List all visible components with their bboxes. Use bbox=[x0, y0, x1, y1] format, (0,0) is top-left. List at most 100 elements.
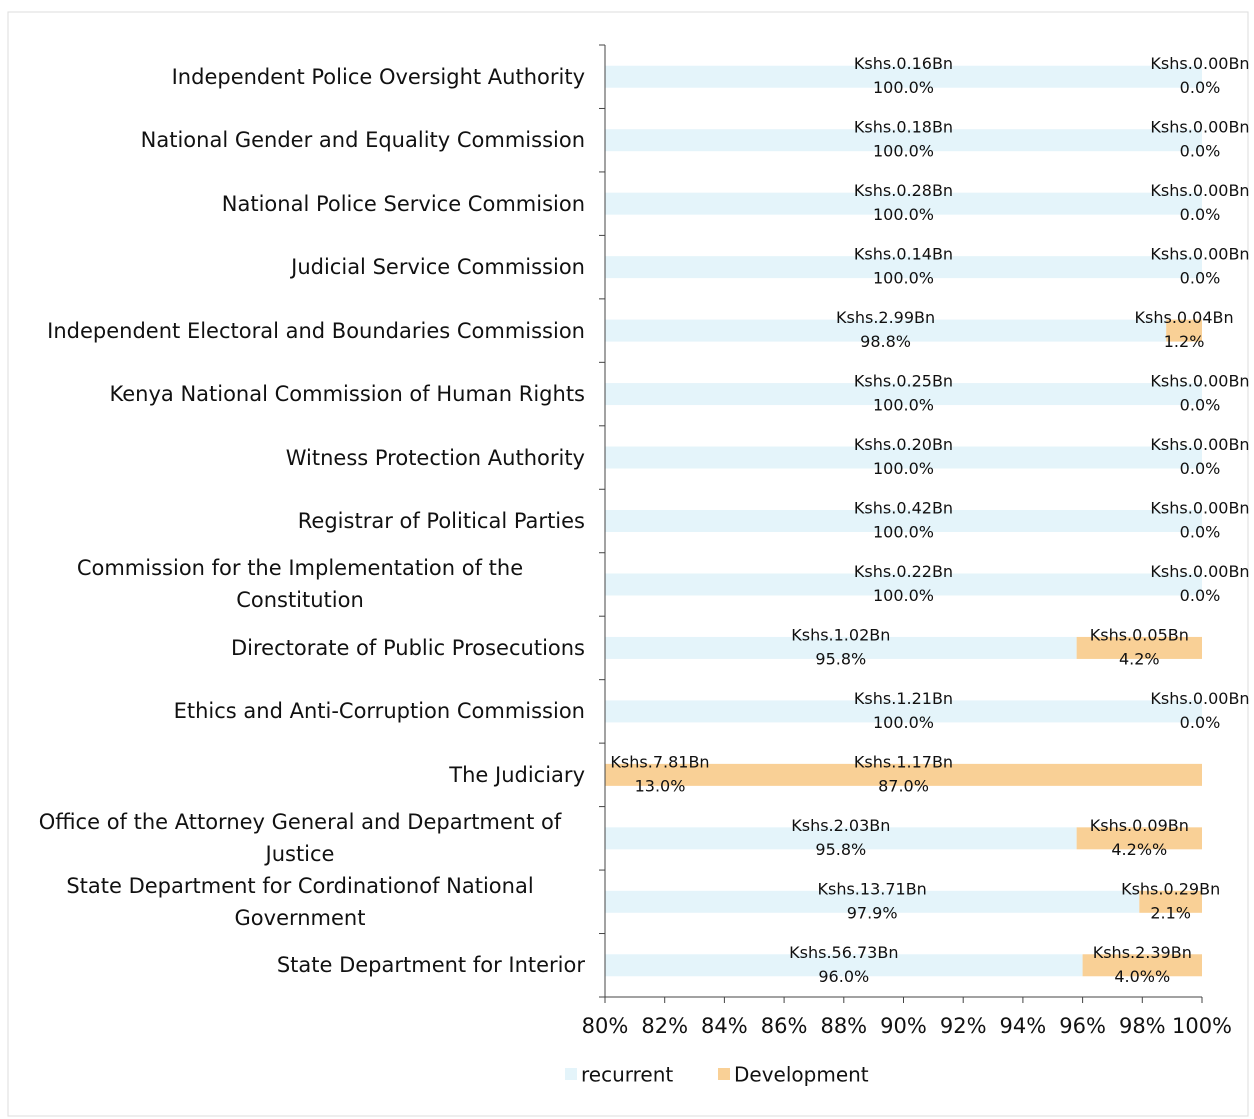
bar-segment bbox=[605, 65, 1202, 88]
value-label: 100.0% bbox=[873, 586, 934, 605]
category-text: State Department for Cordinationof Natio… bbox=[66, 873, 534, 930]
bar-segment bbox=[605, 510, 1202, 532]
x-tick-label: 100% bbox=[1172, 1014, 1232, 1038]
x-tick-label: 82% bbox=[641, 1014, 688, 1038]
category-text: Office of the Attorney General and Depar… bbox=[38, 810, 562, 867]
value-label: 95.8% bbox=[815, 840, 866, 859]
category-label: Directorate of Public Prosecutions bbox=[0, 632, 585, 664]
value-label: 0.0% bbox=[1180, 396, 1221, 415]
value-label: 100.0% bbox=[873, 78, 934, 97]
value-label: 100.0% bbox=[873, 459, 934, 478]
value-label: 13.0% bbox=[635, 776, 686, 795]
category-label: Independent Police Oversight Authority bbox=[0, 61, 585, 93]
amount-label: Kshs.7.81Bn bbox=[610, 752, 709, 771]
category-label: Independent Electoral and Boundaries Com… bbox=[0, 315, 585, 347]
bar-segment bbox=[605, 954, 1083, 977]
amount-label: Kshs.0.09Bn bbox=[1090, 816, 1189, 835]
category-label: National Gender and Equality Commission bbox=[0, 124, 585, 156]
bar-segment bbox=[605, 636, 1077, 659]
amount-label: Kshs.1.17Bn bbox=[854, 752, 953, 771]
amount-label: Kshs.2.03Bn bbox=[791, 816, 890, 835]
amount-label: Kshs.0.28Bn bbox=[854, 181, 953, 200]
value-label: 1.2% bbox=[1164, 332, 1205, 351]
legend-label: Development bbox=[734, 1063, 869, 1087]
amount-label: Kshs.0.00Bn bbox=[1150, 562, 1249, 581]
category-text: Witness Protection Authority bbox=[285, 445, 585, 470]
category-text: Ethics and Anti-Corruption Commission bbox=[173, 699, 585, 724]
amount-label: Kshs.0.18Bn bbox=[854, 118, 953, 137]
x-tick-label: 94% bbox=[1000, 1014, 1047, 1038]
amount-label: Kshs.0.00Bn bbox=[1150, 435, 1249, 454]
x-tick-label: 90% bbox=[880, 1014, 927, 1038]
bar-segment bbox=[605, 573, 1202, 596]
x-tick-label: 98% bbox=[1119, 1014, 1166, 1038]
bar-segment bbox=[605, 256, 1202, 279]
category-text: The Judiciary bbox=[449, 762, 585, 787]
category-label: National Police Service Commision bbox=[0, 188, 585, 220]
bar-segment bbox=[1166, 319, 1202, 342]
amount-label: Kshs.0.00Bn bbox=[1150, 181, 1249, 200]
bar-segment bbox=[1139, 890, 1202, 913]
category-text: State Department for Interior bbox=[276, 953, 585, 978]
legend-label: recurrent bbox=[581, 1063, 673, 1087]
amount-label: Kshs.1.21Bn bbox=[854, 689, 953, 708]
value-label: 2.1% bbox=[1150, 903, 1191, 922]
value-label: 4.2% bbox=[1119, 649, 1160, 668]
bar-segment bbox=[605, 319, 1167, 342]
value-label: 98.8% bbox=[860, 332, 911, 351]
amount-label: Kshs.0.00Bn bbox=[1150, 499, 1249, 518]
category-label: Office of the Attorney General and Depar… bbox=[0, 806, 585, 870]
plot-area bbox=[605, 65, 1202, 977]
value-label: 0.0% bbox=[1180, 269, 1221, 288]
bar-segment bbox=[605, 129, 1202, 152]
bar-segment bbox=[1076, 827, 1202, 850]
category-label: Commission for the Implementation of the… bbox=[0, 552, 585, 616]
bar-segment bbox=[1076, 636, 1202, 659]
bar-segment bbox=[605, 827, 1077, 850]
value-label: 0.0% bbox=[1180, 78, 1221, 97]
value-label: 0.0% bbox=[1180, 713, 1221, 732]
amount-label: Kshs.2.39Bn bbox=[1093, 943, 1192, 962]
bar-segment bbox=[605, 890, 1140, 913]
bar-segment bbox=[1082, 954, 1202, 977]
amount-label: Kshs.1.02Bn bbox=[791, 625, 890, 644]
value-label: 100.0% bbox=[873, 523, 934, 542]
category-label: Registrar of Political Parties bbox=[0, 505, 585, 537]
amount-label: Kshs.0.42Bn bbox=[854, 499, 953, 518]
x-tick-label: 96% bbox=[1059, 1014, 1106, 1038]
category-text: Judicial Service Commission bbox=[291, 255, 585, 280]
amount-label: Kshs.0.25Bn bbox=[854, 372, 953, 391]
x-tick-label: 88% bbox=[820, 1014, 867, 1038]
amount-label: Kshs.0.00Bn bbox=[1150, 372, 1249, 391]
amount-label: Kshs.0.29Bn bbox=[1121, 879, 1220, 898]
amount-label: Kshs.13.71Bn bbox=[818, 879, 927, 898]
x-tick-label: 80% bbox=[582, 1014, 629, 1038]
x-tick-label: 86% bbox=[761, 1014, 808, 1038]
value-label: 96.0% bbox=[818, 967, 869, 986]
value-label: 100.0% bbox=[873, 713, 934, 732]
category-label: The Judiciary bbox=[0, 759, 585, 791]
amount-label: Kshs.0.00Bn bbox=[1150, 54, 1249, 73]
value-label: 100.0% bbox=[873, 269, 934, 288]
category-label: State Department for Cordinationof Natio… bbox=[0, 870, 585, 934]
legend-swatch bbox=[565, 1068, 577, 1080]
value-label: 100.0% bbox=[873, 142, 934, 161]
value-label: 0.0% bbox=[1180, 142, 1221, 161]
value-label: 97.9% bbox=[847, 903, 898, 922]
amount-label: Kshs.0.20Bn bbox=[854, 435, 953, 454]
category-label: State Department for Interior bbox=[0, 949, 585, 981]
amount-label: Kshs.0.22Bn bbox=[854, 562, 953, 581]
category-text: Registrar of Political Parties bbox=[297, 509, 585, 533]
value-label: 4.2%% bbox=[1111, 840, 1167, 859]
x-tick-label: 92% bbox=[940, 1014, 987, 1038]
category-text: National Police Service Commision bbox=[221, 191, 585, 216]
value-label: 0.0% bbox=[1180, 523, 1221, 542]
category-label: Witness Protection Authority bbox=[0, 442, 585, 474]
category-text: Commission for the Implementation of the… bbox=[76, 556, 524, 613]
bar-segment bbox=[605, 192, 1202, 215]
amount-label: Kshs.0.14Bn bbox=[854, 245, 953, 264]
x-tick-label: 84% bbox=[701, 1014, 748, 1038]
category-text: National Gender and Equality Commission bbox=[140, 128, 585, 153]
